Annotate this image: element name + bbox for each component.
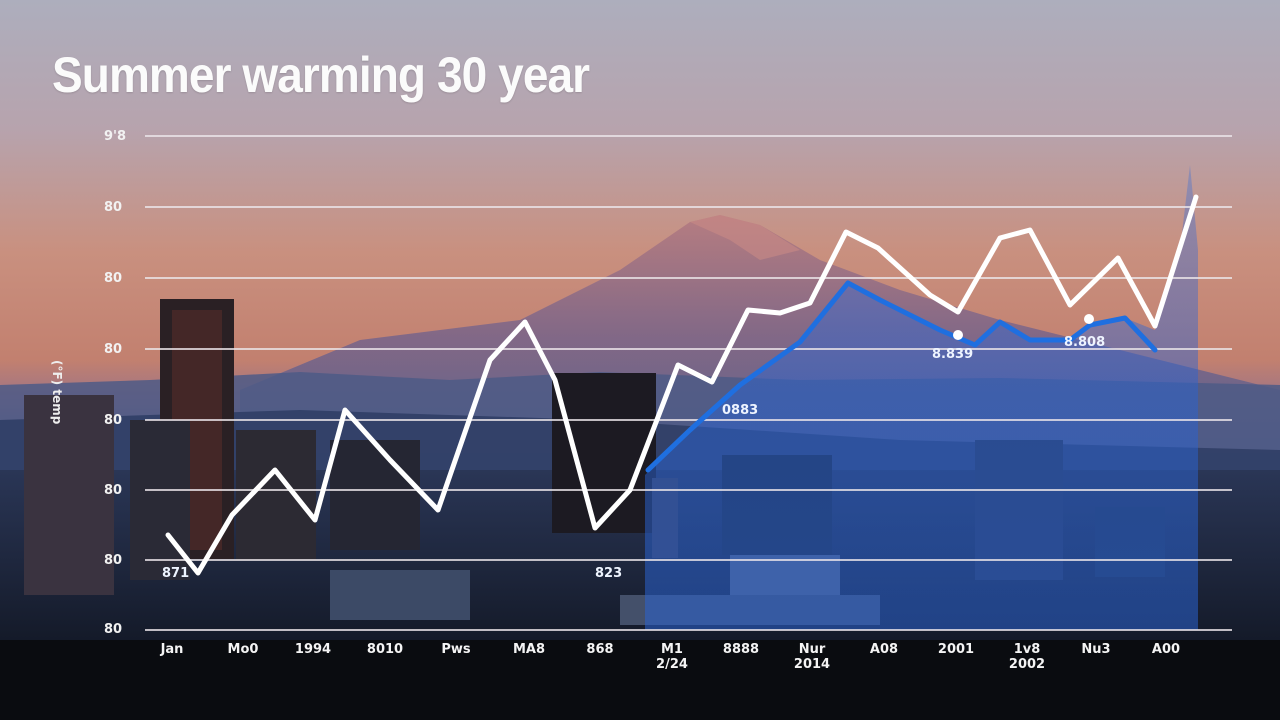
x-tick-label: Mo0 bbox=[227, 642, 259, 657]
x-tick-label: 1994 bbox=[294, 642, 332, 657]
y-tick-label: 80 bbox=[104, 200, 123, 215]
y-tick-label: 80 bbox=[104, 622, 123, 637]
y-tick-label: 80 bbox=[104, 342, 123, 357]
x-tick-label: Nur 2014 bbox=[793, 642, 831, 672]
x-tick-label: Jan bbox=[160, 642, 184, 657]
y-axis-title: (°F) temp bbox=[50, 360, 64, 425]
x-tick-label: A08 bbox=[869, 642, 899, 657]
data-label: 8.839 bbox=[932, 347, 974, 362]
y-tick-label: 80 bbox=[104, 413, 123, 428]
x-tick-label: Pws bbox=[441, 642, 471, 657]
data-label: 871 bbox=[162, 566, 190, 581]
x-tick-label: Nu3 bbox=[1081, 642, 1111, 657]
y-tick-label: 80 bbox=[104, 553, 123, 568]
x-tick-label: 8888 bbox=[722, 642, 760, 657]
data-label: 8.808 bbox=[1064, 335, 1106, 350]
x-tick-label: A00 bbox=[1151, 642, 1181, 657]
chart-title: Summer warming 30 year bbox=[52, 47, 590, 103]
data-label: 823 bbox=[595, 566, 623, 581]
y-tick-label: 80 bbox=[104, 271, 123, 286]
x-tick-label: M1 2/24 bbox=[656, 642, 688, 672]
data-label: 0883 bbox=[722, 403, 759, 418]
x-tick-label: MA8 bbox=[512, 642, 546, 657]
x-tick-label: 8010 bbox=[366, 642, 404, 657]
x-tick-label: 868 bbox=[586, 642, 614, 657]
x-tick-label: 1v8 2002 bbox=[1008, 642, 1046, 672]
x-tick-label: 2001 bbox=[937, 642, 975, 657]
series-white-line bbox=[165, 194, 1199, 576]
y-tick-label: 9'8 bbox=[104, 129, 127, 144]
y-tick-label: 80 bbox=[104, 483, 123, 498]
